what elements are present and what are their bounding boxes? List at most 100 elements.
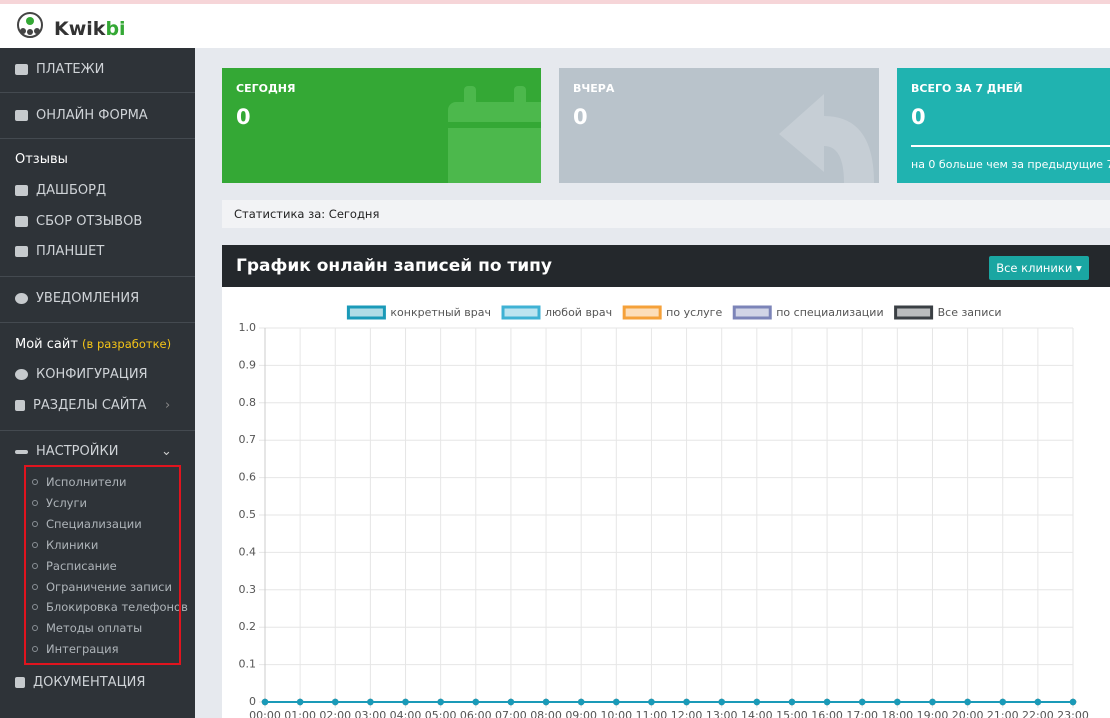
y-tick-label: 0 <box>249 695 256 708</box>
data-point <box>1069 698 1077 706</box>
menu-item[interactable]: ДАШБОРД <box>15 183 106 198</box>
menu-item[interactable]: ПЛАНШЕТ <box>15 244 104 259</box>
x-tick-label: 03:00 <box>355 709 387 718</box>
filter-button[interactable]: Все клиники ▾ <box>989 256 1089 280</box>
menu-item[interactable]: РАЗДЕЛЫ САЙТА › <box>15 398 170 413</box>
submenu-label: Услуги <box>46 495 88 510</box>
y-tick-label: 0.9 <box>239 358 257 371</box>
submenu-item[interactable]: Исполнители <box>32 475 126 489</box>
menu-label: УВЕДОМЛЕНИЯ <box>36 291 140 306</box>
data-point <box>261 698 269 706</box>
menu-item[interactable]: ОНЛАЙН ФОРМА <box>15 108 148 123</box>
legend-label: любой врач <box>545 306 612 319</box>
section-title: Отзывы <box>15 152 68 167</box>
menu-label: ПЛАТЕЖИ <box>36 62 105 77</box>
section-label: Мой сайт <box>15 337 78 352</box>
menu-item[interactable]: УВЕДОМЛЕНИЯ <box>15 291 139 306</box>
submenu-item[interactable]: Интеграция <box>32 642 119 656</box>
stats-bar: Статистика за: Сегодня <box>222 200 1110 228</box>
submenu-label: Блокировка телефонов <box>46 600 188 615</box>
data-point <box>507 698 515 706</box>
data-point <box>788 698 796 706</box>
y-tick-label: 0.3 <box>239 583 257 596</box>
data-point <box>542 698 550 706</box>
section-note: (в разработке) <box>82 337 172 351</box>
card-value: 0 <box>573 105 588 129</box>
data-point <box>999 698 1006 706</box>
data-point <box>577 698 585 706</box>
header: Kwikbi <box>0 4 1110 48</box>
legend-swatch <box>894 305 934 320</box>
data-point <box>823 698 831 706</box>
top-border <box>0 0 1110 4</box>
y-tick-label: 0.6 <box>239 471 257 484</box>
data-point <box>753 698 761 706</box>
submenu-label: Ограничение записи <box>46 579 172 594</box>
x-tick-label: 10:00 <box>600 709 632 718</box>
data-point <box>894 698 901 706</box>
x-tick-label: 17:00 <box>846 709 878 718</box>
menu-item[interactable]: ПЛАТЕЖИ <box>15 62 104 77</box>
card-value: 0 <box>911 105 926 129</box>
card-icon <box>779 94 874 183</box>
y-tick-label: 1.0 <box>239 321 257 334</box>
submenu-item[interactable]: Методы оплаты <box>32 621 142 635</box>
logo-accent: bi <box>105 18 126 40</box>
submenu-label: Методы оплаты <box>46 621 143 636</box>
logo-icon <box>17 12 43 38</box>
legend-swatch <box>346 305 386 320</box>
x-tick-label: 16:00 <box>811 709 843 718</box>
logo[interactable]: Kwikbi <box>54 18 126 40</box>
x-tick-label: 22:00 <box>1022 709 1054 718</box>
x-tick-label: 09:00 <box>565 709 597 718</box>
submenu-label: Расписание <box>46 558 117 573</box>
submenu-item[interactable]: Ограничение записи <box>32 580 172 594</box>
x-tick-label: 13:00 <box>706 709 738 718</box>
data-point <box>859 698 866 706</box>
y-tick-label: 0.7 <box>239 433 257 446</box>
data-point <box>683 698 690 706</box>
data-point <box>332 698 339 706</box>
menu-item[interactable]: КОНФИГУРАЦИЯ <box>15 367 148 382</box>
submenu-label: Исполнители <box>46 475 127 489</box>
x-tick-label: 20:00 <box>952 709 984 718</box>
menu-label: ДОКУМЕНТАЦИЯ <box>33 675 146 690</box>
menu-label: ДАШБОРД <box>36 183 107 198</box>
logo-text: Kwik <box>54 18 106 40</box>
button-label: Все клиники <box>996 261 1073 275</box>
panel-header: График онлайн записей по типу Все клиник… <box>222 245 1110 287</box>
card-title: ВЧЕРА <box>573 82 615 95</box>
menu-label: РАЗДЕЛЫ САЙТА <box>33 398 147 413</box>
menu-item[interactable]: СБОР ОТЗЫВОВ <box>15 214 142 229</box>
submenu-item[interactable]: Блокировка телефонов <box>32 600 188 614</box>
menu-item[interactable]: ДОКУМЕНТАЦИЯ <box>15 675 145 690</box>
y-tick-label: 0.8 <box>239 396 257 409</box>
x-tick-label: 02:00 <box>319 709 351 718</box>
x-tick-label: 14:00 <box>741 709 773 718</box>
legend-label: по услуге <box>666 306 722 319</box>
x-tick-label: 23:00 <box>1057 709 1089 718</box>
data-point <box>296 698 304 706</box>
y-tick-label: 0.4 <box>239 545 257 558</box>
chart-title: График онлайн записей по типу <box>236 256 553 276</box>
y-tick-label: 0.2 <box>239 620 257 633</box>
menu-item[interactable]: НАСТРОЙКИ ⌄ <box>15 444 172 459</box>
submenu-item[interactable]: Специализации <box>32 517 142 531</box>
stat-card: ВЧЕРА 0 <box>559 68 879 183</box>
highlight-box <box>24 465 181 665</box>
menu-label: КОНФИГУРАЦИЯ <box>36 367 148 382</box>
legend-swatch <box>501 305 541 320</box>
data-point <box>437 698 444 706</box>
x-tick-label: 19:00 <box>917 709 949 718</box>
data-point <box>964 698 971 706</box>
submenu-item[interactable]: Расписание <box>32 559 117 573</box>
submenu-item[interactable]: Клиники <box>32 538 98 552</box>
stat-card: ВСЕГО ЗА 7 ДНЕЙ 0 на 0 больше чем за пре… <box>897 68 1110 183</box>
data-point <box>367 698 374 706</box>
submenu-item[interactable]: Услуги <box>32 496 87 510</box>
card-note: на 0 больше чем за предыдущие 7 дней <box>911 158 1110 171</box>
x-tick-label: 06:00 <box>460 709 492 718</box>
legend-label: по специализации <box>776 306 883 319</box>
chart: 0 0.1 0.2 0.3 0.4 0.5 0.6 0.7 0.8 0.9 1.0 00:00 01:0… <box>222 287 1110 718</box>
